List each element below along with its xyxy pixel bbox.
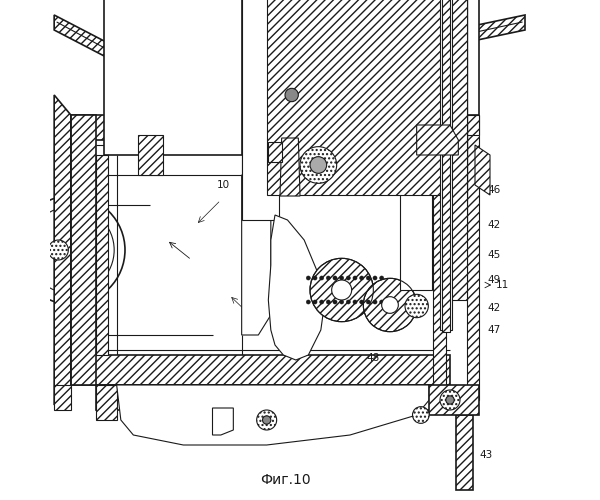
Bar [242, 0, 279, 220]
Circle shape [346, 276, 350, 280]
Circle shape [359, 300, 364, 304]
Circle shape [310, 258, 373, 322]
Polygon shape [71, 355, 450, 385]
Text: 46: 46 [487, 185, 501, 195]
Circle shape [373, 276, 377, 280]
Polygon shape [212, 408, 233, 435]
Circle shape [310, 156, 326, 174]
Circle shape [17, 196, 125, 304]
Text: 43: 43 [479, 450, 493, 460]
Polygon shape [116, 385, 429, 445]
Circle shape [366, 276, 370, 280]
Text: 10: 10 [217, 180, 230, 190]
Circle shape [326, 276, 331, 280]
Text: 40: 40 [287, 153, 301, 163]
Circle shape [263, 416, 271, 424]
Circle shape [285, 88, 298, 102]
Circle shape [257, 410, 277, 430]
Circle shape [446, 396, 454, 404]
Bar [442, 0, 450, 332]
Circle shape [364, 278, 416, 332]
Circle shape [320, 300, 324, 304]
Bar [440, 0, 452, 330]
Polygon shape [54, 95, 71, 405]
Text: 39: 39 [250, 143, 263, 153]
Polygon shape [429, 385, 479, 415]
Bar [104, 0, 242, 155]
Circle shape [405, 294, 428, 318]
Polygon shape [96, 385, 433, 410]
Circle shape [332, 280, 352, 300]
Text: 6: 6 [251, 315, 257, 325]
Circle shape [380, 300, 384, 304]
Circle shape [373, 300, 377, 304]
Circle shape [277, 80, 307, 110]
Bar [446, 0, 467, 300]
Circle shape [346, 300, 350, 304]
Bar [446, 0, 467, 195]
Polygon shape [242, 175, 271, 335]
Text: 44: 44 [413, 137, 426, 147]
Circle shape [326, 300, 331, 304]
Text: 41: 41 [304, 135, 317, 145]
Circle shape [313, 300, 317, 304]
Bar [446, 0, 467, 230]
Text: 11: 11 [496, 280, 509, 290]
Polygon shape [54, 15, 179, 95]
Text: Фиг.10: Фиг.10 [260, 473, 310, 487]
Circle shape [49, 240, 68, 260]
Circle shape [380, 276, 384, 280]
Circle shape [359, 276, 364, 280]
Polygon shape [268, 215, 325, 360]
Polygon shape [71, 115, 96, 385]
Polygon shape [133, 100, 458, 135]
Text: 47: 47 [487, 325, 501, 335]
Text: 48: 48 [367, 353, 380, 363]
Circle shape [382, 296, 398, 314]
Bar [433, 0, 479, 115]
Polygon shape [96, 155, 109, 355]
Text: 45: 45 [487, 250, 501, 260]
Polygon shape [268, 142, 281, 162]
Polygon shape [71, 115, 450, 140]
Circle shape [306, 300, 310, 304]
Circle shape [306, 276, 310, 280]
Bar [266, 0, 446, 195]
Circle shape [353, 300, 357, 304]
Circle shape [313, 276, 317, 280]
Circle shape [366, 300, 370, 304]
Circle shape [300, 146, 337, 184]
Bar [446, 0, 467, 155]
Polygon shape [54, 385, 71, 410]
Polygon shape [456, 415, 473, 490]
Text: 38: 38 [341, 127, 355, 137]
Bar [400, 0, 431, 290]
Text: 49: 49 [487, 275, 501, 285]
Circle shape [333, 300, 337, 304]
Circle shape [320, 276, 324, 280]
Polygon shape [467, 115, 479, 400]
Circle shape [340, 300, 344, 304]
Polygon shape [433, 115, 446, 400]
Polygon shape [358, 15, 525, 65]
Circle shape [413, 406, 429, 424]
Circle shape [353, 276, 357, 280]
Circle shape [340, 276, 344, 280]
Bar [125, 0, 458, 100]
Polygon shape [475, 145, 490, 195]
Polygon shape [137, 135, 163, 175]
Circle shape [440, 390, 460, 410]
Text: 42: 42 [487, 303, 501, 313]
Polygon shape [96, 385, 116, 420]
Polygon shape [280, 138, 300, 196]
Polygon shape [416, 125, 458, 155]
Polygon shape [433, 115, 479, 135]
Text: 42: 42 [487, 220, 501, 230]
Circle shape [333, 276, 337, 280]
